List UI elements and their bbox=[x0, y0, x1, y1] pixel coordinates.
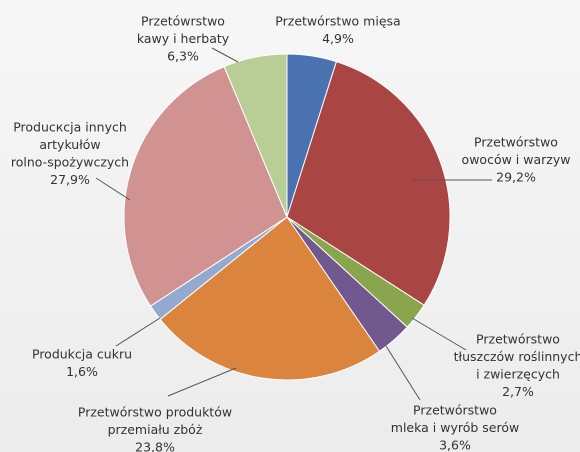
value-label: 2,7% bbox=[502, 384, 534, 399]
leader-line bbox=[95, 177, 131, 201]
value-label: 23,8% bbox=[135, 440, 175, 452]
value-label: 3,6% bbox=[439, 438, 471, 452]
pie-slice bbox=[286, 61, 451, 306]
pie-slice bbox=[123, 65, 288, 307]
leader-line bbox=[385, 345, 421, 401]
leader-line bbox=[411, 317, 467, 351]
slice-label: owoców i warzyw bbox=[462, 152, 571, 167]
slice-label: Przetówrstwo bbox=[141, 14, 225, 29]
value-label: 1,6% bbox=[66, 364, 98, 379]
slice-label: Produkcja cukru bbox=[32, 347, 132, 362]
value-label: 27,9% bbox=[50, 172, 90, 187]
value-label: 4,9% bbox=[322, 31, 354, 46]
slice-label: Producкcja innych bbox=[13, 120, 127, 135]
value-label: 6,3% bbox=[167, 49, 199, 64]
slice-label: tłuszczów roślinnych bbox=[454, 349, 580, 364]
slice-label: rolno-spożywczych bbox=[11, 155, 129, 170]
slice-label: Przetwórstwo bbox=[476, 332, 560, 347]
leader-line bbox=[167, 367, 237, 397]
pie-slice bbox=[223, 53, 288, 218]
slice-label: kawy i herbaty bbox=[137, 31, 230, 46]
leader-line bbox=[115, 317, 161, 347]
slice-label: mleka i wyrób serów bbox=[391, 420, 519, 435]
slice-label: przemiału zbóż bbox=[108, 422, 203, 437]
slice-label: Przetwórstwo bbox=[474, 135, 558, 150]
slice-label: Przetwórstwo mięsa bbox=[275, 14, 400, 29]
value-label: 29,2% bbox=[496, 170, 536, 185]
slice-label: Przetwórstwo produktów bbox=[78, 405, 232, 420]
slice-label: artykułów bbox=[39, 137, 100, 152]
slice-label: Przetwórstwo bbox=[413, 403, 497, 418]
leader-line bbox=[211, 47, 239, 63]
pie-slice bbox=[159, 216, 381, 381]
slice-label: i zwierzęcych bbox=[476, 367, 560, 382]
